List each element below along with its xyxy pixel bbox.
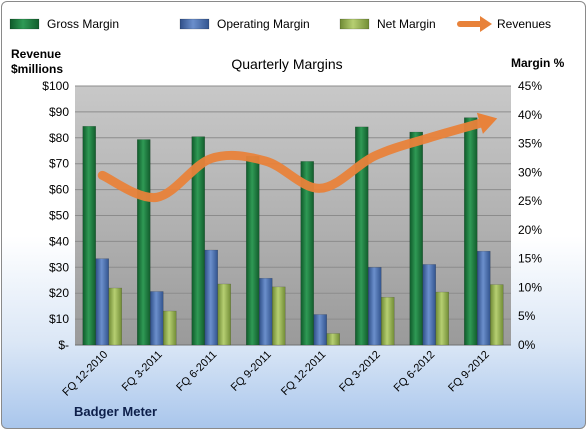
gross-margin-bar: [137, 139, 151, 346]
category-label: FQ 6-2012: [392, 349, 438, 395]
company-label: Badger Meter: [74, 404, 157, 419]
right-tick-label: 0%: [518, 338, 536, 352]
net-margin-bar: [272, 286, 286, 346]
revenue-line-path: [97, 117, 489, 202]
category-labels: FQ 12-2010 FQ 3-2011 FQ 6-2011 FQ 9-2011 FQ …: [60, 349, 491, 399]
net-margin-bar: [163, 310, 177, 346]
revenue-arrowhead: [476, 112, 498, 134]
legend-swatch-gross-margin: [9, 18, 40, 30]
gross-margin-bar: [82, 126, 96, 346]
left-axis-title-line1: Revenue: [11, 47, 61, 61]
left-tick-label: $30: [49, 260, 69, 274]
left-tick-label: $60: [49, 183, 69, 197]
left-tick-label: $40: [49, 234, 69, 248]
right-tick-label: 35%: [518, 137, 542, 151]
gross-margin-bar: [300, 161, 314, 346]
left-axis-ticks: $- $10 $20 $30 $40 $50 $60 $70 $80 $90 $100: [42, 79, 69, 352]
gross-margin-bar: [355, 126, 369, 346]
category-label: FQ 9-2011: [229, 349, 274, 394]
legend-label: Operating Margin: [217, 17, 310, 31]
chart-title: Quarterly Margins: [231, 56, 342, 72]
category-label: FQ 12-2011: [279, 349, 328, 398]
left-tick-label: $20: [49, 286, 69, 300]
left-tick-label: $70: [49, 157, 69, 171]
left-tick-label: $90: [49, 105, 69, 119]
legend-arrow-revenues: [480, 16, 492, 32]
operating-margin-bar: [95, 258, 109, 346]
operating-margin-bar: [150, 291, 164, 346]
gross-margin-bar: [191, 136, 205, 346]
right-axis-title: Margin %: [511, 56, 565, 70]
operating-margin-bar: [422, 264, 436, 346]
operating-margin-bar: [204, 249, 218, 346]
category-label: FQ 6-2011: [174, 349, 219, 394]
left-tick-label: $-: [58, 338, 69, 352]
left-tick-label: $10: [49, 312, 69, 326]
net-margin-bar: [435, 291, 449, 346]
net-margin-bar: [490, 284, 504, 346]
category-label: FQ 9-2012: [446, 349, 492, 395]
gross-margin-bar: [246, 155, 260, 346]
right-tick-label: 10%: [518, 280, 542, 294]
operating-margin-bar: [368, 267, 382, 346]
net-margin-bar: [326, 333, 340, 346]
legend-label: Gross Margin: [47, 17, 119, 31]
gross-margin-bar: [409, 131, 423, 346]
operating-margin-bar: [259, 277, 273, 346]
net-margin-bar: [381, 296, 395, 346]
operating-margin-bar: [477, 250, 491, 346]
right-tick-label: 20%: [518, 223, 542, 237]
right-tick-label: 40%: [518, 108, 542, 122]
legend-swatch-net-margin: [339, 18, 370, 30]
net-margin-bar: [108, 287, 122, 346]
legend: Gross Margin Operating Margin Net Margin Re…: [9, 16, 551, 32]
legend-label: Net Margin: [377, 17, 436, 31]
category-label: FQ 3-2012: [337, 349, 383, 395]
right-tick-label: 15%: [518, 252, 542, 266]
right-tick-label: 30%: [518, 165, 542, 179]
right-axis-ticks: 0% 5% 10% 15% 20% 25% 30% 35% 40% 45%: [518, 79, 542, 352]
left-tick-label: $50: [49, 209, 69, 223]
left-axis-title-line2: $millions: [11, 62, 63, 76]
right-tick-label: 45%: [518, 79, 542, 93]
legend-swatch-operating-margin: [179, 18, 210, 30]
category-label: FQ 3-2011: [120, 349, 165, 394]
left-tick-label: $100: [42, 79, 69, 93]
right-tick-label: 25%: [518, 194, 542, 208]
operating-margin-bar: [313, 314, 327, 346]
left-tick-label: $80: [49, 131, 69, 145]
revenue-line: [97, 112, 498, 202]
category-label: FQ 12-2010: [60, 349, 110, 399]
legend-label: Revenues: [497, 17, 551, 31]
right-tick-label: 5%: [518, 309, 536, 323]
gross-margin-bar: [464, 117, 478, 346]
net-margin-bar: [217, 283, 231, 346]
